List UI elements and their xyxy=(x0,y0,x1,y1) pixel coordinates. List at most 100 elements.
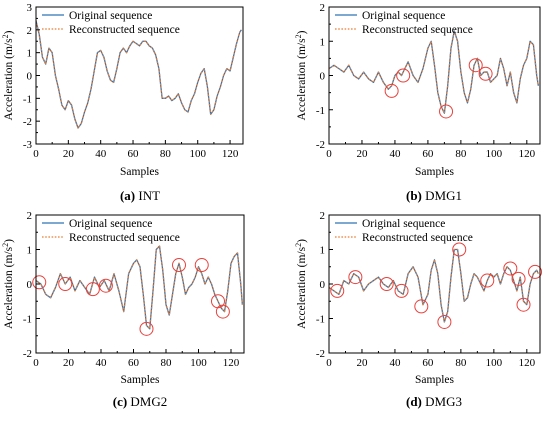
highlight-circle xyxy=(439,104,454,119)
x-tick-label: 40 xyxy=(96,357,108,369)
highlight-circle xyxy=(468,58,483,73)
x-axis-label: Samples xyxy=(415,166,454,178)
y-tick-label: -2 xyxy=(316,139,325,151)
y-axis-label: Acceleration (m/s2) xyxy=(294,239,308,329)
chart-panel-1: 0 20 40 60 80 100 120 -3 -2 -1 0 1 2 3 Samples Accelera… xyxy=(1,2,244,203)
x-tick-label: 100 xyxy=(189,148,206,160)
legend-label-reconstructed: Reconstructed sequence xyxy=(69,24,180,36)
x-tick-label: 80 xyxy=(455,148,467,160)
y-axis-label: Acceleration (m/s2) xyxy=(1,239,15,329)
highlight-circle xyxy=(139,321,154,336)
x-axis-label: Samples xyxy=(120,166,159,178)
panel-caption: (c) DMG2 xyxy=(113,394,168,409)
y-tick-label: 0 xyxy=(27,71,33,83)
y-tick-label: 3 xyxy=(27,2,33,14)
x-tick-label: 20 xyxy=(63,357,75,369)
series-line-reconstructed xyxy=(329,248,539,323)
x-tick-label: 20 xyxy=(356,357,368,369)
x-tick-label: 40 xyxy=(389,357,401,369)
highlight-circle xyxy=(528,264,543,279)
legend-label-original: Original sequence xyxy=(69,218,152,230)
highlight-circle xyxy=(478,66,493,81)
panel-caption: (d) DMG3 xyxy=(406,394,462,409)
legend-label-original: Original sequence xyxy=(362,218,445,230)
y-tick-label: 1 xyxy=(320,36,326,48)
highlight-circle xyxy=(516,297,531,312)
highlight-circle xyxy=(215,304,230,319)
x-tick-label: 40 xyxy=(389,148,401,160)
highlight-circle xyxy=(384,83,399,98)
highlight-circle xyxy=(480,273,495,288)
series-line-reconstructed xyxy=(36,245,244,330)
y-tick-label: -2 xyxy=(316,348,325,360)
x-tick-label: 100 xyxy=(486,148,503,160)
y-tick-label: 1 xyxy=(27,48,33,60)
highlight-circle xyxy=(503,261,518,276)
y-axis-label: Acceleration (m/s2) xyxy=(1,30,15,120)
panel-caption: (a) INT xyxy=(120,188,160,203)
highlight-circle xyxy=(194,258,209,273)
x-tick-label: 20 xyxy=(356,148,368,160)
x-tick-label: 80 xyxy=(160,148,172,160)
highlight-circle xyxy=(396,68,411,83)
series-line-original xyxy=(329,248,539,323)
y-tick-label: -1 xyxy=(316,105,325,117)
x-tick-label: 40 xyxy=(95,148,107,160)
y-tick-label: -2 xyxy=(23,116,32,128)
y-tick-label: 0 xyxy=(320,279,326,291)
y-tick-label: 1 xyxy=(27,245,33,257)
x-tick-label: 0 xyxy=(33,148,39,160)
y-tick-label: 1 xyxy=(320,245,326,257)
y-tick-label: -3 xyxy=(23,139,33,151)
legend-label-reconstructed: Reconstructed sequence xyxy=(69,232,180,244)
y-tick-label: -1 xyxy=(23,314,32,326)
x-tick-label: 120 xyxy=(519,357,536,369)
highlight-circle xyxy=(452,242,467,257)
highlight-circle xyxy=(85,282,100,297)
x-axis-label: Samples xyxy=(121,374,160,386)
x-tick-label: 60 xyxy=(128,148,140,160)
series-line-reconstructed xyxy=(329,30,539,114)
x-tick-label: 60 xyxy=(422,357,434,369)
legend-label-reconstructed: Reconstructed sequence xyxy=(362,24,473,36)
legend-label-original: Original sequence xyxy=(362,10,445,22)
highlight-circle xyxy=(348,270,363,285)
y-tick-label: -1 xyxy=(23,93,32,105)
highlight-circle xyxy=(98,278,113,293)
x-tick-label: 80 xyxy=(161,357,173,369)
x-tick-label: 0 xyxy=(326,357,332,369)
x-tick-label: 60 xyxy=(422,148,434,160)
highlight-circle xyxy=(414,299,429,314)
x-tick-label: 120 xyxy=(519,148,536,160)
y-axis-label: Acceleration (m/s2) xyxy=(294,30,308,120)
y-tick-label: 2 xyxy=(27,210,33,222)
chart-panel-3: 0 20 40 60 80 100 120 -2 -1 0 1 2 Samples Acceleratio… xyxy=(1,210,245,409)
chart-panel-2: 0 20 40 60 80 100 120 -2 -1 0 1 2 Samples Acceleratio… xyxy=(294,2,541,203)
x-tick-label: 120 xyxy=(223,357,240,369)
series-line-reconstructed xyxy=(36,20,242,129)
x-tick-label: 80 xyxy=(455,357,467,369)
series-line-original xyxy=(329,30,539,114)
y-tick-label: 2 xyxy=(320,210,326,222)
highlight-circle xyxy=(58,277,73,291)
highlight-circle xyxy=(379,277,394,291)
legend-label-original: Original sequence xyxy=(69,10,152,22)
highlight-circle xyxy=(394,283,409,298)
highlight-circle xyxy=(32,275,47,290)
y-tick-label: -2 xyxy=(23,348,32,360)
y-tick-label: 2 xyxy=(27,25,33,37)
x-axis-label: Samples xyxy=(415,374,454,386)
chart-panel-4: 0 20 40 60 80 100 120 -2 -1 0 1 2 Samples Acceleratio… xyxy=(294,210,543,409)
x-tick-label: 120 xyxy=(222,148,239,160)
x-tick-label: 100 xyxy=(486,357,503,369)
y-tick-label: 0 xyxy=(320,71,326,83)
x-tick-label: 0 xyxy=(33,357,39,369)
x-tick-label: 100 xyxy=(190,357,207,369)
highlight-circle xyxy=(511,271,526,286)
x-tick-label: 20 xyxy=(63,148,75,160)
x-tick-label: 0 xyxy=(326,148,332,160)
series-line-original xyxy=(36,245,244,330)
legend-label-reconstructed: Reconstructed sequence xyxy=(362,232,473,244)
panel-caption: (b) DMG1 xyxy=(406,188,462,203)
